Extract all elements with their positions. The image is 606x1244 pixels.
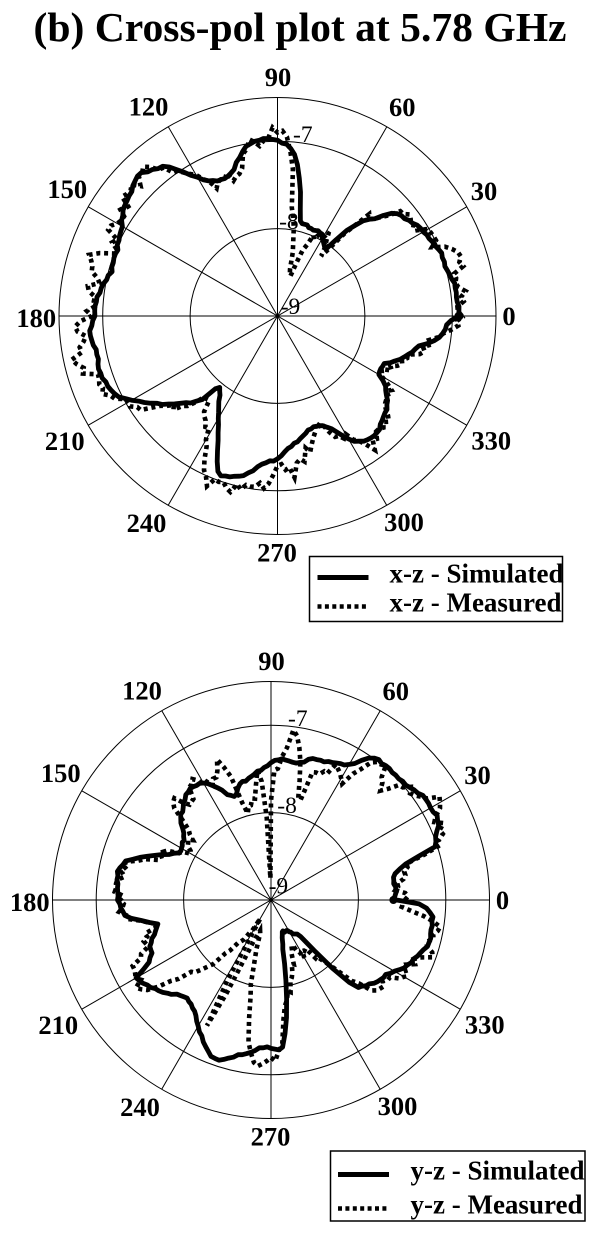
svg-text:90: 90 (258, 646, 285, 676)
svg-text:-7: -7 (288, 706, 308, 732)
svg-text:0: 0 (502, 301, 515, 331)
svg-text:270: 270 (251, 1122, 291, 1152)
svg-text:-7: -7 (293, 122, 313, 148)
svg-text:-9: -9 (281, 294, 301, 320)
svg-text:150: 150 (47, 174, 87, 204)
svg-text:90: 90 (265, 62, 292, 92)
svg-text:330: 330 (465, 1009, 505, 1039)
svg-text:330: 330 (471, 425, 511, 455)
svg-text:150: 150 (41, 758, 81, 788)
svg-text:300: 300 (384, 507, 424, 537)
svg-text:270: 270 (257, 538, 297, 568)
svg-text:y-z - Measured: y-z - Measured (411, 1190, 583, 1220)
svg-text:300: 300 (378, 1091, 418, 1121)
svg-text:60: 60 (383, 676, 410, 706)
svg-text:30: 30 (471, 176, 498, 206)
svg-text:-8: -8 (277, 793, 297, 819)
svg-text:(b) Cross-pol plot at 5.78 GHz: (b) Cross-pol plot at 5.78 GHz (34, 4, 567, 51)
svg-text:240: 240 (120, 1092, 160, 1122)
svg-text:60: 60 (389, 92, 416, 122)
svg-text:0: 0 (496, 885, 509, 915)
svg-text:120: 120 (129, 92, 169, 122)
svg-text:240: 240 (127, 508, 167, 538)
svg-text:y-z - Simulated: y-z - Simulated (411, 1156, 585, 1186)
svg-text:x-z - Simulated: x-z - Simulated (390, 559, 564, 589)
svg-text:x-z - Measured: x-z - Measured (390, 588, 562, 618)
svg-text:180: 180 (10, 887, 50, 917)
svg-text:30: 30 (464, 760, 491, 790)
svg-text:210: 210 (45, 426, 85, 456)
svg-text:180: 180 (16, 303, 56, 333)
svg-text:210: 210 (38, 1010, 78, 1040)
svg-text:120: 120 (122, 676, 162, 706)
svg-text:-9: -9 (269, 874, 289, 900)
